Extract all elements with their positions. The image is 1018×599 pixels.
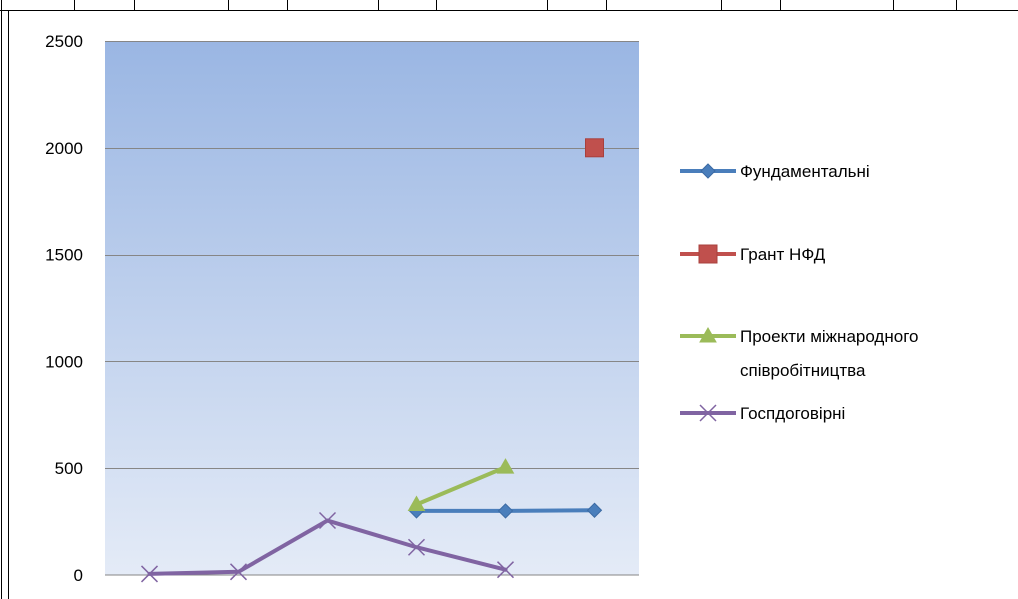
- gridlines: [105, 41, 639, 469]
- data-point-x: [318, 512, 337, 530]
- data-point-triangle: [407, 495, 426, 512]
- data-point-x: [496, 561, 515, 579]
- data-point-x: [699, 404, 717, 422]
- series-line: [414, 465, 508, 507]
- legend-item: Проекти міжнародного співробітництва: [680, 326, 918, 380]
- y-tick-label: 1000: [45, 352, 83, 371]
- legend-label: співробітництва: [740, 361, 866, 380]
- legend-item: Фундаментальні: [680, 162, 870, 181]
- y-tick-label: 0: [74, 566, 83, 585]
- data-point-x: [229, 563, 248, 581]
- legend-item: Грант НФД: [680, 244, 826, 264]
- legend: Фундаментальні Грант НФД Проекти міжнародн…: [680, 162, 918, 423]
- y-tick-label: 2000: [45, 139, 83, 158]
- data-point-diamond: [586, 502, 603, 518]
- data-point-x: [407, 538, 426, 556]
- series-3: [140, 512, 515, 583]
- data-point-triangle: [699, 326, 717, 343]
- legend-label: Фундаментальні: [740, 162, 870, 181]
- y-tick-label: 2500: [45, 32, 83, 51]
- series-1: [585, 138, 604, 158]
- series-2: [407, 458, 515, 512]
- data-point-diamond: [700, 163, 716, 179]
- legend-label: Проекти міжнародного: [740, 327, 918, 346]
- data-point-diamond: [497, 503, 514, 519]
- data-point-square: [698, 244, 718, 264]
- legend-label: Грант НФД: [740, 245, 826, 264]
- plot-area: [105, 41, 639, 575]
- series-layer: [140, 138, 604, 583]
- data-point-triangle: [496, 458, 515, 474]
- y-tick-label: 500: [55, 459, 83, 478]
- data-point-x: [140, 565, 159, 583]
- legend-label: Госпдоговірні: [740, 404, 845, 423]
- y-tick-label: 1500: [45, 246, 83, 265]
- y-axis-labels: 0 500 1000 1500 2000 2500: [45, 32, 83, 585]
- data-point-square: [585, 138, 604, 158]
- legend-item: Госпдоговірні: [680, 404, 845, 423]
